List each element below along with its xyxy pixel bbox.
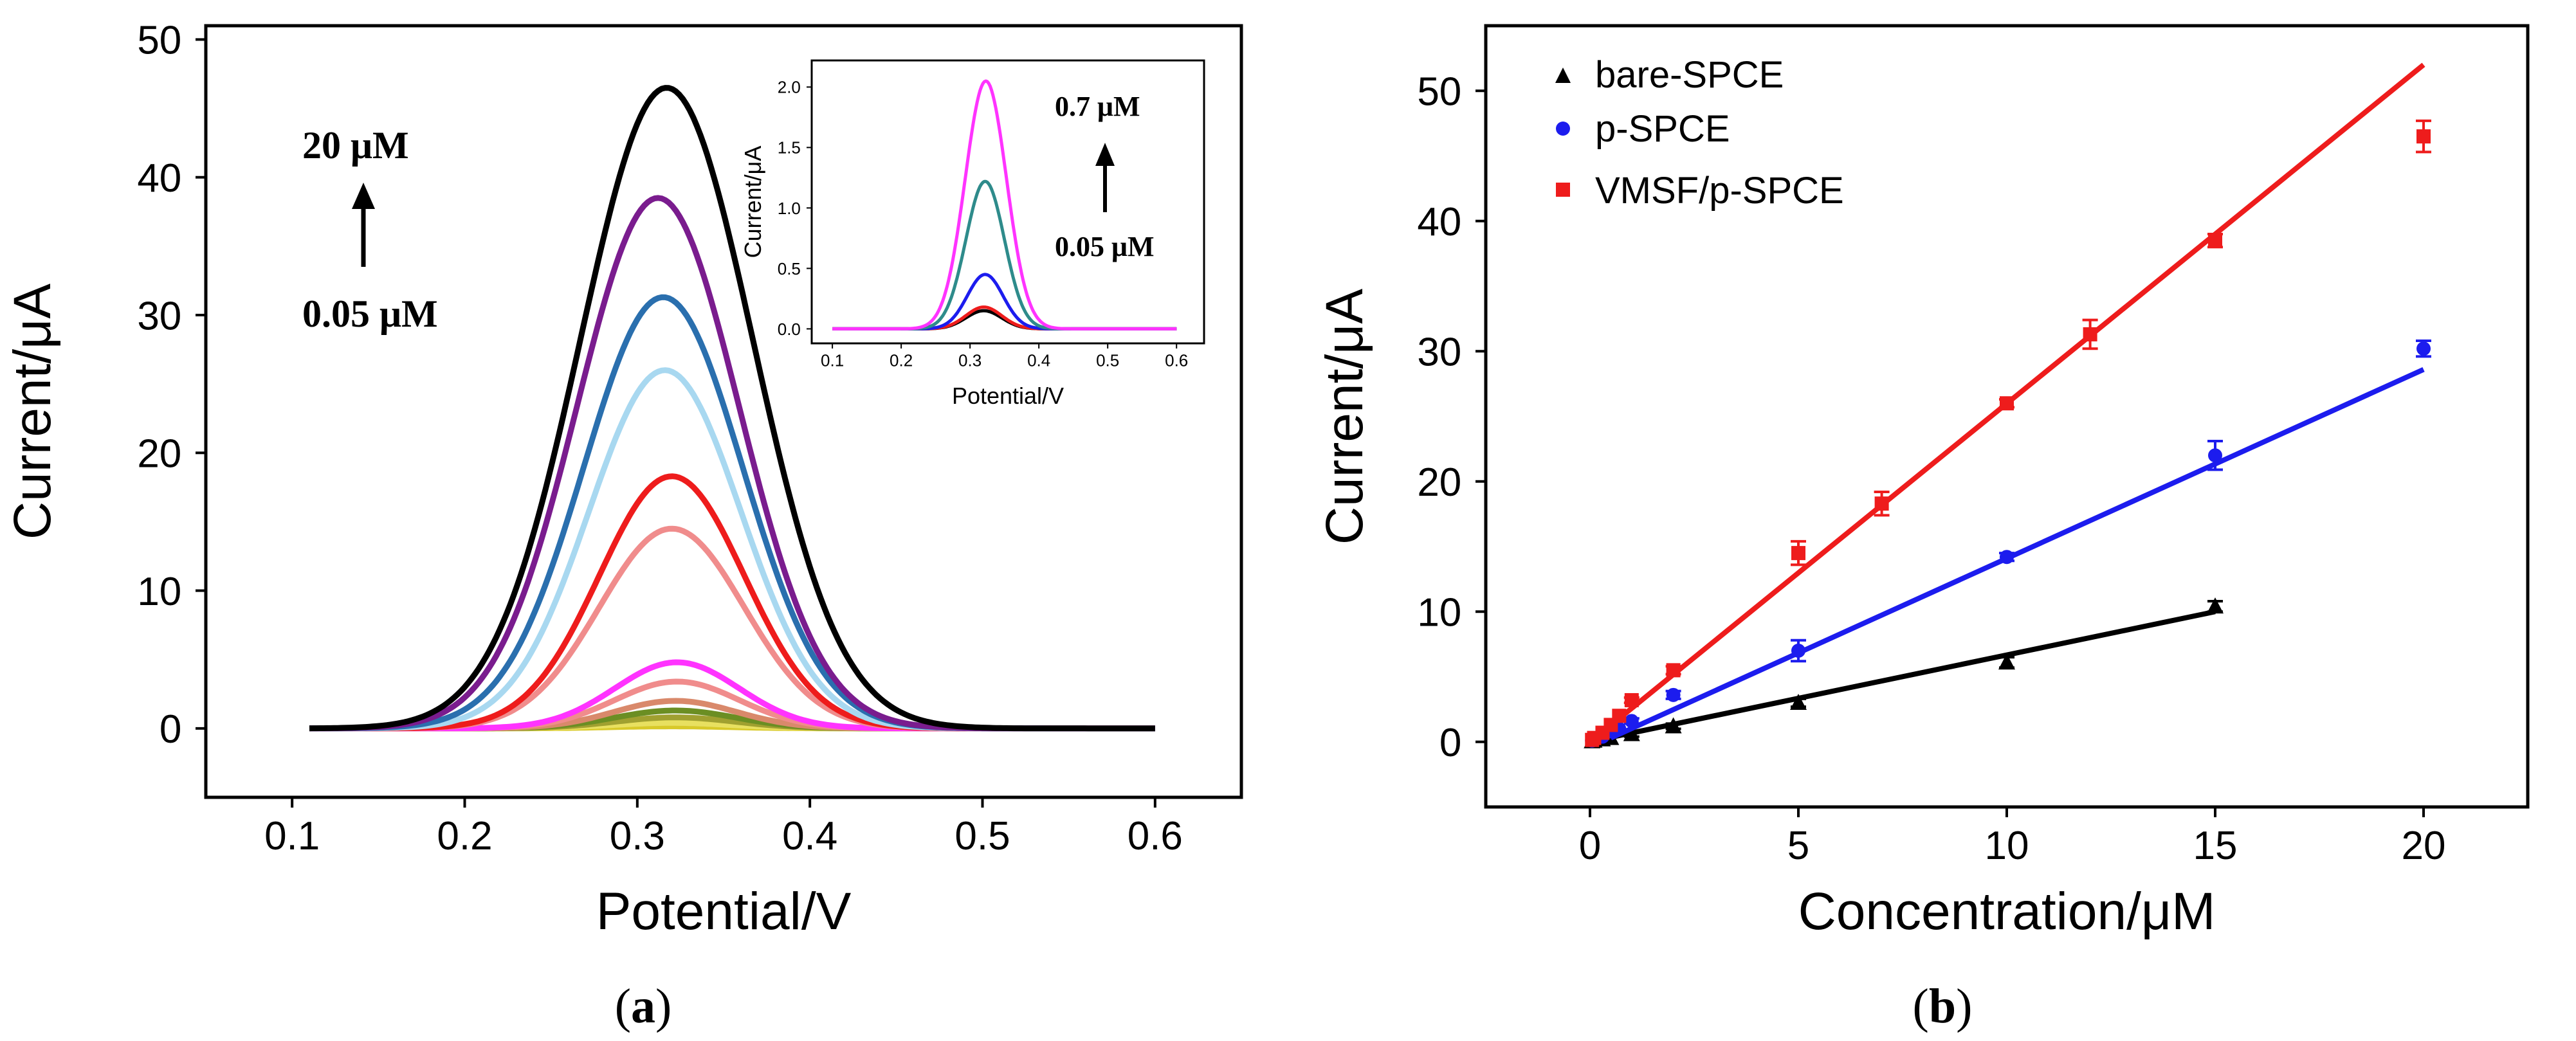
fit-line (1591, 609, 2216, 744)
panel-a-annotation-bottom: 0.05 μM (302, 293, 438, 335)
panel-a-frame (204, 24, 1243, 799)
x-tick-label: 5 (1787, 824, 1809, 868)
y-tick-label: 0.5 (778, 259, 801, 278)
y-tick-label: 30 (1417, 330, 1461, 375)
inset-x-axis-label: Potential/V (952, 383, 1064, 409)
data-point (2208, 448, 2222, 463)
data-point (1665, 717, 1682, 734)
data-point (1666, 687, 1681, 702)
data-point (1874, 496, 1889, 511)
inset-curves (832, 79, 1177, 330)
series-line (832, 79, 1177, 330)
panel-b-chart: 0 5 10 15 20 0 10 20 30 40 50 bare-SPCE p-SPCE VMS… (1315, 24, 2530, 1033)
panel-a-curves (309, 85, 1155, 732)
legend-marker-vmsf-p-spce (1556, 183, 1570, 197)
data-point (1791, 546, 1805, 561)
panel-a-y-axis-label: Current/μA (3, 284, 62, 539)
panel-b-plot-area (1584, 62, 2431, 748)
inset-y-axis-label: Current/μA (740, 146, 766, 258)
y-tick-label: 30 (137, 294, 181, 338)
fit-line (1609, 367, 2425, 741)
x-tick-label: 0.5 (955, 814, 1010, 858)
data-point (1790, 694, 1807, 710)
x-tick-label: 0.6 (1165, 350, 1188, 370)
legend-label-p-spce: p-SPCE (1595, 108, 1730, 150)
y-tick-label: 0.0 (778, 320, 801, 339)
panel-b-ticks: 0 5 10 15 20 0 10 20 30 40 50 (1417, 70, 2445, 869)
y-tick-label: 50 (137, 19, 181, 63)
y-tick-label: 1.0 (778, 199, 801, 218)
data-point (1624, 714, 1639, 729)
data-point (2000, 396, 2014, 411)
inset-frame (810, 59, 1205, 345)
inset-annotation-top: 0.7 μM (1055, 91, 1140, 122)
y-tick-label: 20 (1417, 460, 1461, 505)
y-tick-label: 10 (137, 570, 181, 614)
data-point (2416, 129, 2431, 144)
x-tick-label: 10 (1985, 824, 2029, 868)
data-point (1623, 725, 1640, 741)
data-point (1624, 692, 1639, 707)
panel-b-x-axis-label: Concentration/μM (1798, 882, 2216, 941)
series-line (309, 85, 1155, 732)
data-point (1791, 644, 1805, 658)
x-tick-label: 15 (2193, 824, 2238, 868)
x-tick-label: 0 (1579, 824, 1601, 868)
data-point (1998, 653, 2015, 670)
panel-a-x-axis-label: Potential/V (596, 882, 852, 941)
panel-b-y-axis-label: Current/μA (1315, 289, 1374, 545)
y-tick-label: 40 (1417, 200, 1461, 244)
x-tick-label: 0.6 (1128, 814, 1183, 858)
x-tick-label: 0.3 (610, 814, 665, 858)
legend-label-bare-spce: bare-SPCE (1595, 54, 1784, 96)
y-tick-label: 1.5 (778, 138, 801, 158)
x-tick-label: 0.2 (437, 814, 492, 858)
x-tick-label: 20 (2402, 824, 2446, 868)
x-tick-label: 0.2 (890, 350, 913, 370)
data-point (2083, 327, 2097, 341)
x-tick-label: 0.1 (264, 814, 320, 858)
y-tick-label: 50 (1417, 70, 1461, 114)
y-tick-label: 40 (137, 156, 181, 201)
legend-label-vmsf-p-spce: VMSF/p-SPCE (1595, 170, 1844, 212)
y-tick-label: 2.0 (778, 78, 801, 97)
panel-a-inset: 0.1 0.2 0.3 0.4 0.5 0.6 0.0 0.5 1.0 1.5 2.0 Potent… (740, 59, 1205, 409)
inset-up-arrow (1095, 143, 1115, 212)
panel-a-ticks: 0.1 0.2 0.3 0.4 0.5 0.6 0 10 20 30 40 50 (137, 19, 1183, 858)
x-tick-label: 0.1 (821, 350, 844, 370)
data-point (2208, 233, 2222, 248)
panel-a-label: (a) (615, 979, 672, 1033)
y-tick-label: 0 (1439, 721, 1461, 765)
y-tick-label: 10 (1417, 591, 1461, 635)
data-point (2416, 341, 2431, 356)
data-point (2207, 597, 2224, 614)
legend-marker-p-spce (1556, 122, 1570, 136)
y-tick-label: 20 (137, 432, 181, 476)
data-point (1612, 709, 1627, 723)
panel-a-chart: 0.1 0.2 0.3 0.4 0.5 0.6 0 10 20 30 40 50 Potential/… (3, 19, 1243, 1033)
x-tick-label: 0.3 (958, 350, 982, 370)
x-tick-label: 0.5 (1096, 350, 1119, 370)
x-tick-label: 0.4 (782, 814, 837, 858)
inset-annotation-bottom: 0.05 μM (1055, 231, 1154, 262)
inset-ticks: 0.1 0.2 0.3 0.4 0.5 0.6 0.0 0.5 1.0 1.5 2.0 (778, 78, 1189, 370)
x-tick-label: 0.4 (1027, 350, 1050, 370)
data-point (2000, 550, 2014, 565)
panel-b-legend: bare-SPCE p-SPCE VMSF/p-SPCE (1555, 54, 1844, 212)
panel-b-label: (b) (1913, 979, 1973, 1033)
panel-a-up-arrow (352, 183, 375, 267)
legend-marker-bare-spce (1555, 68, 1571, 83)
y-tick-label: 0 (160, 707, 181, 752)
panel-a-annotation-top: 20 μM (302, 124, 409, 167)
data-point (1666, 663, 1681, 678)
